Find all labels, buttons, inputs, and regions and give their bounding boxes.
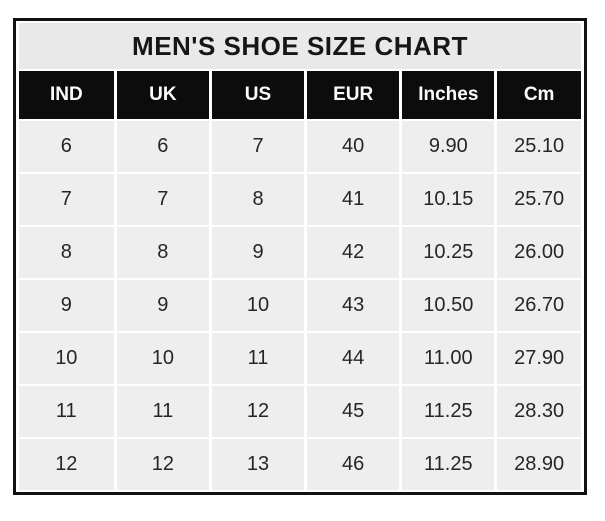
column-header-eur: EUR <box>306 71 400 119</box>
column-header-us: US <box>212 71 304 119</box>
table-cell: 40 <box>306 121 400 172</box>
table-row: 8 8 9 42 10.25 26.00 <box>19 227 581 278</box>
table-cell: 12 <box>116 439 210 490</box>
table-cell: 11 <box>212 333 304 384</box>
table-row: 9 9 10 43 10.50 26.70 <box>19 280 581 331</box>
table-cell: 11 <box>116 386 210 437</box>
table-cell: 44 <box>306 333 400 384</box>
table-cell: 10 <box>19 333 114 384</box>
table-cell: 28.30 <box>497 386 581 437</box>
table-cell: 11.25 <box>402 386 495 437</box>
column-header-uk: UK <box>116 71 210 119</box>
table-row: 11 11 12 45 11.25 28.30 <box>19 386 581 437</box>
column-header-inches: Inches <box>402 71 495 119</box>
table-cell: 7 <box>212 121 304 172</box>
table-cell: 6 <box>19 121 114 172</box>
table-cell: 7 <box>19 174 114 225</box>
table-row: 6 6 7 40 9.90 25.10 <box>19 121 581 172</box>
table-cell: 7 <box>116 174 210 225</box>
table-cell: 10.50 <box>402 280 495 331</box>
table-row: 7 7 8 41 10.15 25.70 <box>19 174 581 225</box>
table-cell: 43 <box>306 280 400 331</box>
table-cell: 25.10 <box>497 121 581 172</box>
title-row: MEN'S SHOE SIZE CHART <box>19 23 581 69</box>
table-cell: 10 <box>212 280 304 331</box>
table-cell: 8 <box>212 174 304 225</box>
table-cell: 6 <box>116 121 210 172</box>
table-cell: 8 <box>19 227 114 278</box>
table-title: MEN'S SHOE SIZE CHART <box>19 23 581 69</box>
table-cell: 10 <box>116 333 210 384</box>
table-cell: 13 <box>212 439 304 490</box>
table-cell: 11.00 <box>402 333 495 384</box>
table-cell: 26.70 <box>497 280 581 331</box>
table-cell: 42 <box>306 227 400 278</box>
table-cell: 11.25 <box>402 439 495 490</box>
table-cell: 9 <box>19 280 114 331</box>
table-cell: 9.90 <box>402 121 495 172</box>
table-row: 12 12 13 46 11.25 28.90 <box>19 439 581 490</box>
table-cell: 11 <box>19 386 114 437</box>
table-cell: 25.70 <box>497 174 581 225</box>
table-cell: 28.90 <box>497 439 581 490</box>
table-cell: 10.25 <box>402 227 495 278</box>
table-cell: 12 <box>19 439 114 490</box>
table-cell: 10.15 <box>402 174 495 225</box>
table-cell: 12 <box>212 386 304 437</box>
table-cell: 41 <box>306 174 400 225</box>
shoe-size-chart: MEN'S SHOE SIZE CHART IND UK US EUR Inch… <box>13 18 587 495</box>
table-cell: 45 <box>306 386 400 437</box>
table-cell: 46 <box>306 439 400 490</box>
shoe-size-table: MEN'S SHOE SIZE CHART IND UK US EUR Inch… <box>13 18 587 495</box>
table-cell: 27.90 <box>497 333 581 384</box>
column-header-ind: IND <box>19 71 114 119</box>
column-header-cm: Cm <box>497 71 581 119</box>
table-row: 10 10 11 44 11.00 27.90 <box>19 333 581 384</box>
table-cell: 9 <box>212 227 304 278</box>
table-cell: 9 <box>116 280 210 331</box>
table-cell: 26.00 <box>497 227 581 278</box>
header-row: IND UK US EUR Inches Cm <box>19 71 581 119</box>
table-cell: 8 <box>116 227 210 278</box>
